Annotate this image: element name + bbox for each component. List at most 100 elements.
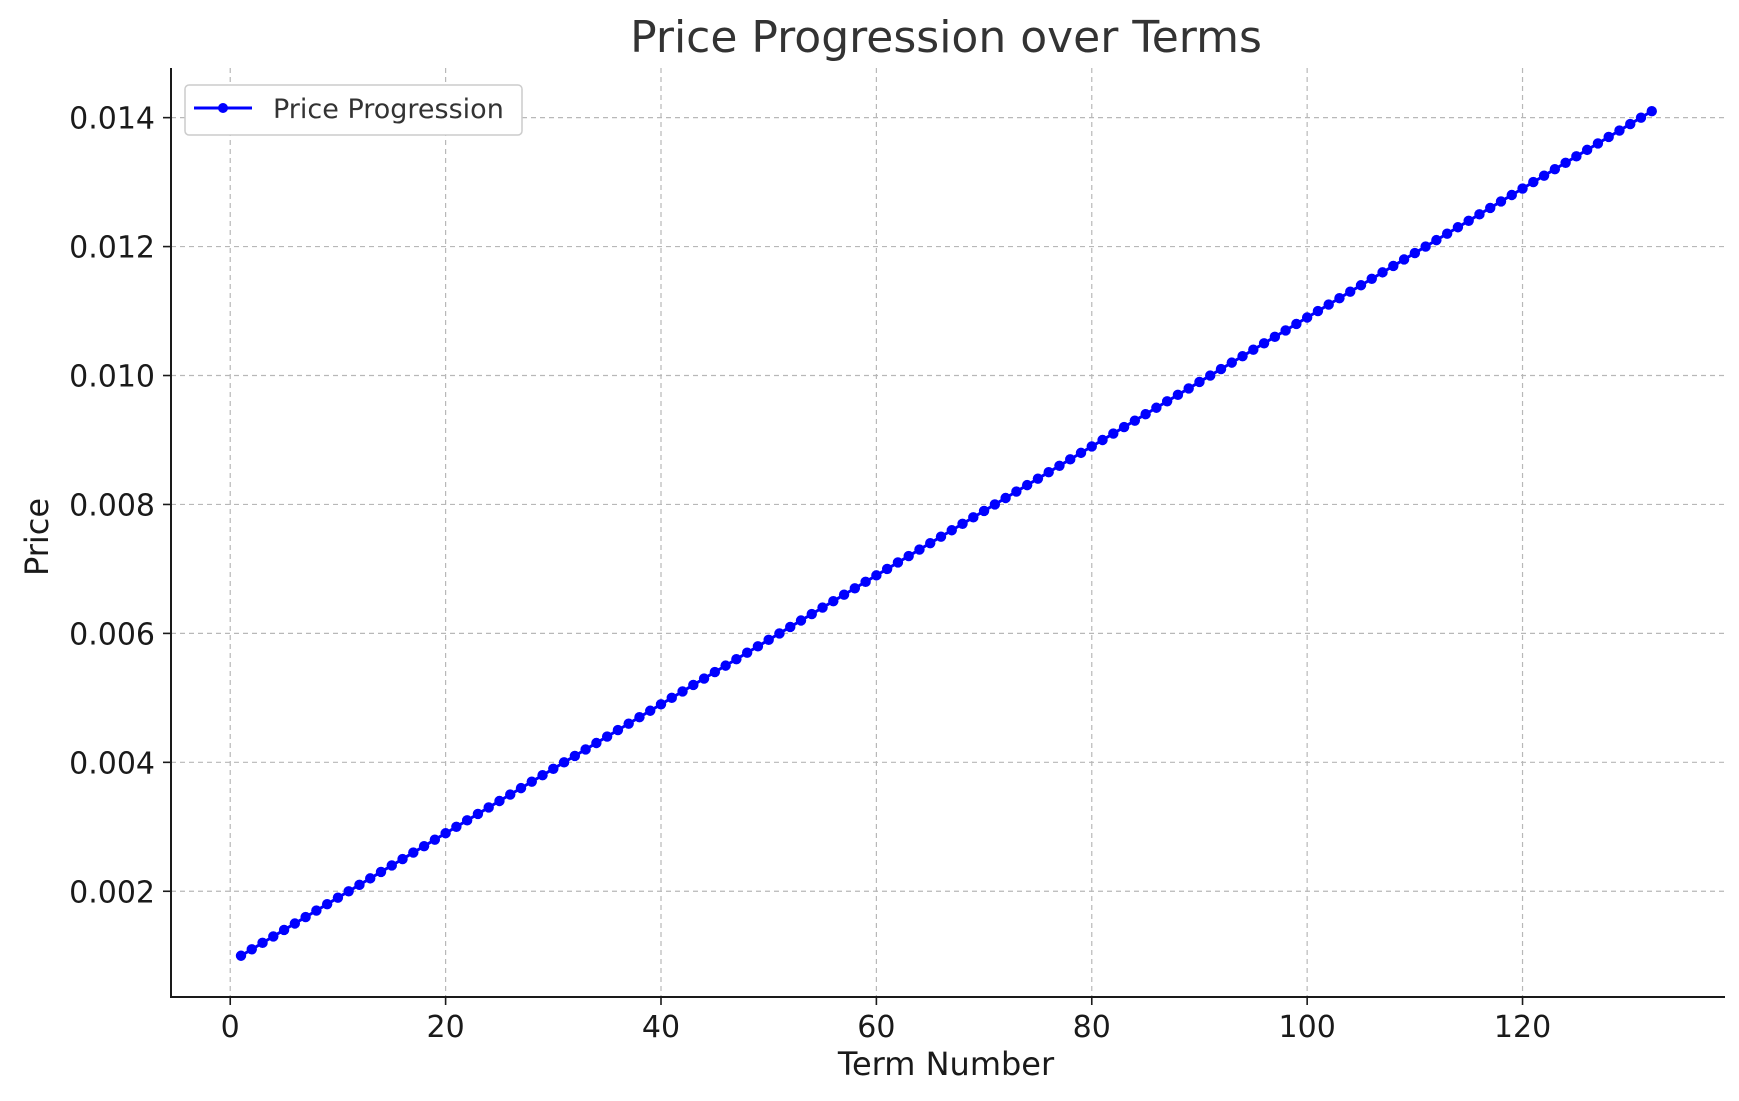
data-point (354, 879, 365, 891)
data-point (289, 918, 301, 929)
data-point (763, 634, 774, 646)
data-point (418, 840, 430, 852)
data-point (666, 692, 677, 704)
data-point (655, 699, 667, 710)
data-point (1172, 389, 1184, 401)
y-tick-label: 0.012 (69, 231, 155, 266)
data-point (968, 512, 979, 523)
data-point (677, 686, 688, 697)
data-point (548, 763, 559, 774)
y-tick-label: 0.010 (69, 360, 155, 395)
data-point (375, 866, 387, 878)
data-point (505, 789, 516, 800)
data-point (1571, 151, 1582, 162)
data-point (1549, 164, 1561, 175)
data-point (1560, 157, 1571, 168)
data-point (1538, 170, 1550, 181)
data-point (1420, 241, 1431, 252)
data-point (1431, 234, 1442, 246)
data-point (989, 499, 1001, 510)
data-point (1301, 312, 1313, 323)
data-point (1398, 254, 1410, 265)
data-point (795, 615, 807, 626)
data-point (1517, 183, 1528, 194)
data-point (494, 795, 505, 807)
data-point (321, 898, 333, 910)
data-point (1205, 370, 1216, 381)
x-tick-label: 40 (642, 1010, 680, 1045)
data-point (268, 931, 279, 942)
data-point (591, 737, 602, 749)
legend-box (184, 84, 523, 136)
data-point (645, 705, 656, 716)
data-point (1097, 434, 1108, 446)
x-tick-label: 60 (857, 1010, 895, 1045)
data-point (1388, 260, 1399, 272)
y-tick-label: 0.008 (69, 488, 155, 523)
data-point (558, 757, 570, 768)
y-axis-title: Price (18, 498, 56, 576)
data-point (612, 724, 624, 736)
data-point (1151, 402, 1162, 413)
data-point (1108, 428, 1119, 439)
data-point (1528, 176, 1539, 188)
data-point (1140, 409, 1151, 420)
data-point (1646, 105, 1657, 117)
data-point (1323, 299, 1334, 310)
data-point (1248, 344, 1259, 355)
data-point (601, 731, 613, 742)
data-point (526, 776, 537, 787)
data-point (569, 750, 581, 762)
data-point (806, 608, 817, 620)
data-point (1334, 292, 1345, 304)
data-point (515, 782, 527, 794)
data-point (1075, 447, 1087, 459)
ticks: 0 20 40 60 80 100 120 0.002 0.004 0.006 0.008 0.010… (69, 102, 1551, 1045)
data-point (365, 873, 376, 884)
data-point (1581, 144, 1593, 156)
data-point (278, 924, 290, 936)
data-point (1237, 350, 1248, 362)
data-point (957, 518, 968, 529)
data-point (1377, 267, 1388, 278)
data-point (817, 602, 828, 613)
data-point (903, 550, 914, 562)
data-point (1506, 189, 1517, 201)
x-tick-label: 80 (1073, 1010, 1111, 1045)
data-point (1485, 202, 1496, 214)
data-point (1011, 486, 1022, 497)
data-point (1065, 454, 1076, 465)
data-point (623, 718, 634, 729)
data-point (1118, 421, 1130, 433)
data-point (1291, 318, 1302, 330)
data-point (1495, 196, 1507, 207)
data-point (1032, 473, 1044, 484)
data-point (1474, 209, 1485, 220)
data-point (774, 628, 785, 639)
data-point (720, 660, 731, 671)
data-point (838, 589, 850, 600)
series-layer (235, 105, 1657, 961)
data-point (537, 770, 548, 781)
data-point (440, 828, 451, 839)
y-tick-label: 0.006 (69, 617, 155, 652)
data-point (408, 847, 419, 858)
data-point (300, 911, 311, 923)
data-point (752, 641, 764, 652)
y-tick-label: 0.004 (69, 746, 155, 781)
data-point (1000, 492, 1011, 504)
data-point (1312, 305, 1324, 317)
data-point (709, 666, 721, 678)
data-point (1625, 118, 1636, 130)
data-point (451, 821, 462, 832)
data-point (1054, 460, 1065, 471)
data-point (461, 815, 473, 826)
data-point (1194, 376, 1205, 388)
data-point (397, 853, 408, 865)
data-point (1269, 331, 1281, 343)
data-point (860, 576, 871, 588)
data-point (1043, 467, 1054, 478)
data-point (311, 905, 322, 916)
data-point (881, 563, 893, 575)
